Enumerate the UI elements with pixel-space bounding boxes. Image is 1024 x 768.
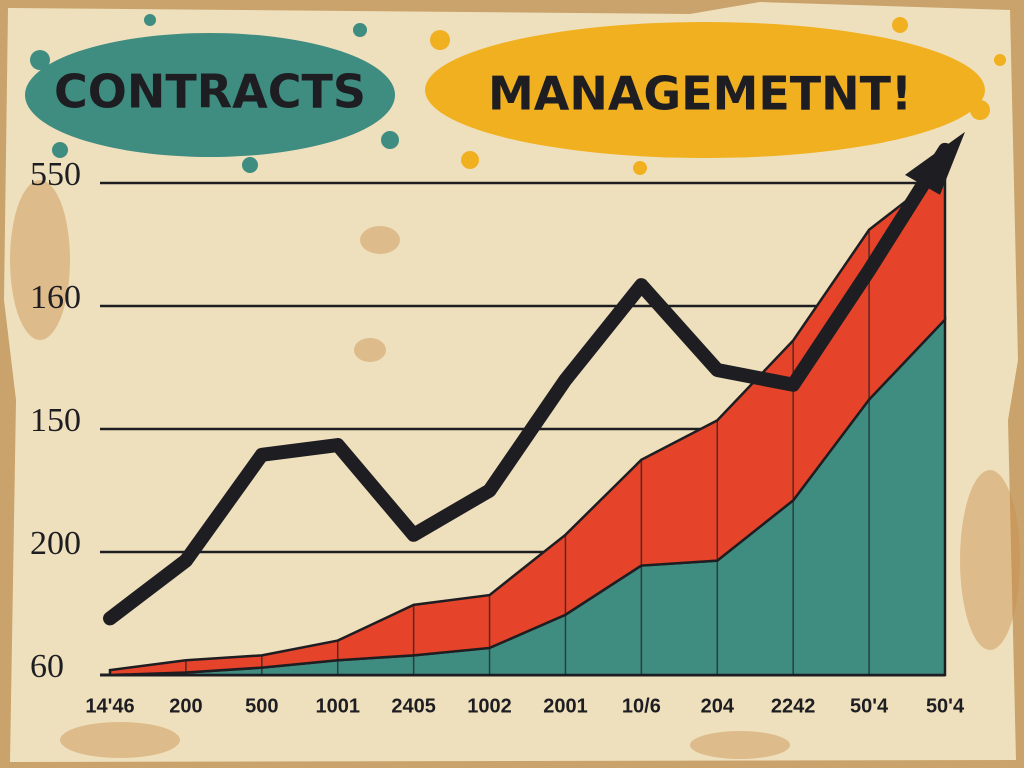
x-tick-label: 50'4 xyxy=(926,695,965,717)
y-tick-label: 200 xyxy=(30,525,81,562)
x-tick-label: 204 xyxy=(701,695,735,717)
title-blob-right xyxy=(425,17,1006,175)
chart-title: CONTRACTS xyxy=(54,65,366,119)
x-tick-label: 10/6 xyxy=(622,695,661,717)
x-tick-label: 2405 xyxy=(391,695,436,717)
x-tick-label: 2242 xyxy=(771,695,816,717)
chart-title: MANAGEMETNT! xyxy=(488,67,912,121)
title-blob-left xyxy=(25,14,399,173)
y-tick-label: 160 xyxy=(30,279,81,316)
x-tick-label: 500 xyxy=(245,695,278,717)
x-tick-label: 1002 xyxy=(467,695,512,717)
trend-line xyxy=(103,142,952,626)
y-tick-label: 550 xyxy=(30,156,81,193)
x-tick-label: 50'4 xyxy=(850,695,889,717)
x-tick-label: 200 xyxy=(169,695,202,717)
y-tick-label: 150 xyxy=(30,402,81,439)
stains xyxy=(10,180,1020,759)
y-tick-label: 60 xyxy=(30,648,64,685)
x-tick-label: 1001 xyxy=(315,695,360,717)
arrow-head xyxy=(905,131,965,195)
x-tick-label: 14'46 xyxy=(85,695,134,717)
x-tick-label: 2001 xyxy=(543,695,588,717)
